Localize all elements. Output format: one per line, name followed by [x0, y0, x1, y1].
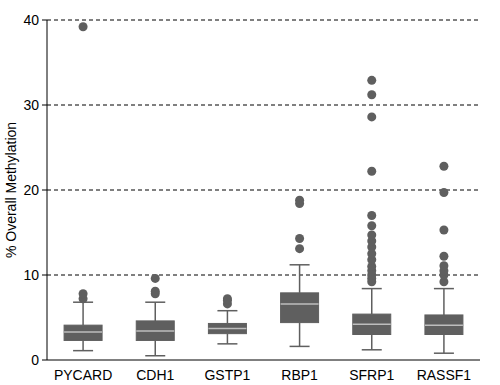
lower-whisker	[227, 334, 229, 344]
outlier	[367, 221, 376, 230]
grid-line	[47, 105, 480, 106]
upper-whisker	[371, 289, 373, 315]
outlier	[439, 225, 448, 234]
median	[353, 324, 391, 326]
tick	[42, 360, 47, 361]
tick	[42, 275, 47, 276]
whisker-cap	[145, 301, 165, 303]
outlier	[367, 112, 376, 121]
tick	[42, 190, 47, 191]
x-axis	[47, 360, 480, 361]
tick	[42, 105, 47, 106]
grid-line	[47, 20, 480, 21]
median	[425, 324, 463, 326]
lower-whisker	[299, 323, 301, 347]
upper-whisker	[443, 289, 445, 315]
outlier	[151, 274, 160, 283]
median	[208, 328, 246, 330]
chart: 0 10 20 30 40 % Overall Methylation PYCARD CDH1…	[0, 0, 500, 385]
category-label: PYCARD	[54, 367, 112, 383]
tick-label: 10	[23, 267, 39, 283]
whisker-cap	[362, 349, 382, 351]
outlier	[439, 252, 448, 261]
whisker-cap	[434, 352, 454, 354]
lower-whisker	[82, 340, 84, 350]
box	[136, 321, 174, 341]
outlier	[79, 22, 88, 31]
outlier	[439, 162, 448, 171]
tick-label: 0	[31, 352, 39, 368]
upper-whisker	[155, 302, 157, 321]
box	[64, 325, 102, 340]
grid-line	[47, 190, 480, 191]
whisker-cap	[290, 346, 310, 348]
outlier	[439, 188, 448, 197]
outlier	[439, 261, 448, 270]
upper-whisker	[227, 311, 229, 324]
whisker-cap	[434, 288, 454, 290]
lower-whisker	[443, 335, 445, 354]
tick-label: 40	[23, 12, 39, 28]
marks	[64, 22, 463, 355]
outlier	[295, 244, 304, 253]
outlier	[367, 211, 376, 220]
category-label: GSTP1	[204, 367, 250, 383]
outlier	[367, 231, 376, 240]
category-label: RASSF1	[417, 367, 472, 383]
category-label: RBP1	[281, 367, 318, 383]
box	[281, 293, 319, 323]
outlier	[295, 196, 304, 205]
median	[281, 303, 319, 305]
outlier	[151, 287, 160, 296]
box	[353, 314, 391, 334]
category-label: CDH1	[136, 367, 174, 383]
outlier	[367, 90, 376, 99]
upper-whisker	[82, 302, 84, 325]
tick	[42, 20, 47, 21]
outlier	[223, 294, 232, 303]
outlier	[367, 76, 376, 85]
category-label: SFRP1	[349, 367, 394, 383]
axis-label: % Overall Methylation	[3, 122, 19, 258]
outlier	[367, 167, 376, 176]
whisker-cap	[362, 288, 382, 290]
upper-whisker	[299, 265, 301, 293]
whisker-cap	[145, 355, 165, 357]
tick-label: 20	[23, 182, 39, 198]
box	[208, 323, 246, 333]
median	[136, 330, 174, 332]
box	[425, 315, 463, 335]
whisker-cap	[217, 310, 237, 312]
outlier	[295, 234, 304, 243]
whisker-cap	[217, 343, 237, 345]
outlier	[79, 289, 88, 298]
lower-whisker	[155, 340, 157, 355]
grid-line	[47, 275, 480, 276]
y-axis	[47, 20, 48, 360]
whisker-cap	[73, 350, 93, 352]
tick-label: 30	[23, 97, 39, 113]
whisker-cap	[290, 264, 310, 266]
lower-whisker	[371, 335, 373, 350]
median	[64, 331, 102, 333]
